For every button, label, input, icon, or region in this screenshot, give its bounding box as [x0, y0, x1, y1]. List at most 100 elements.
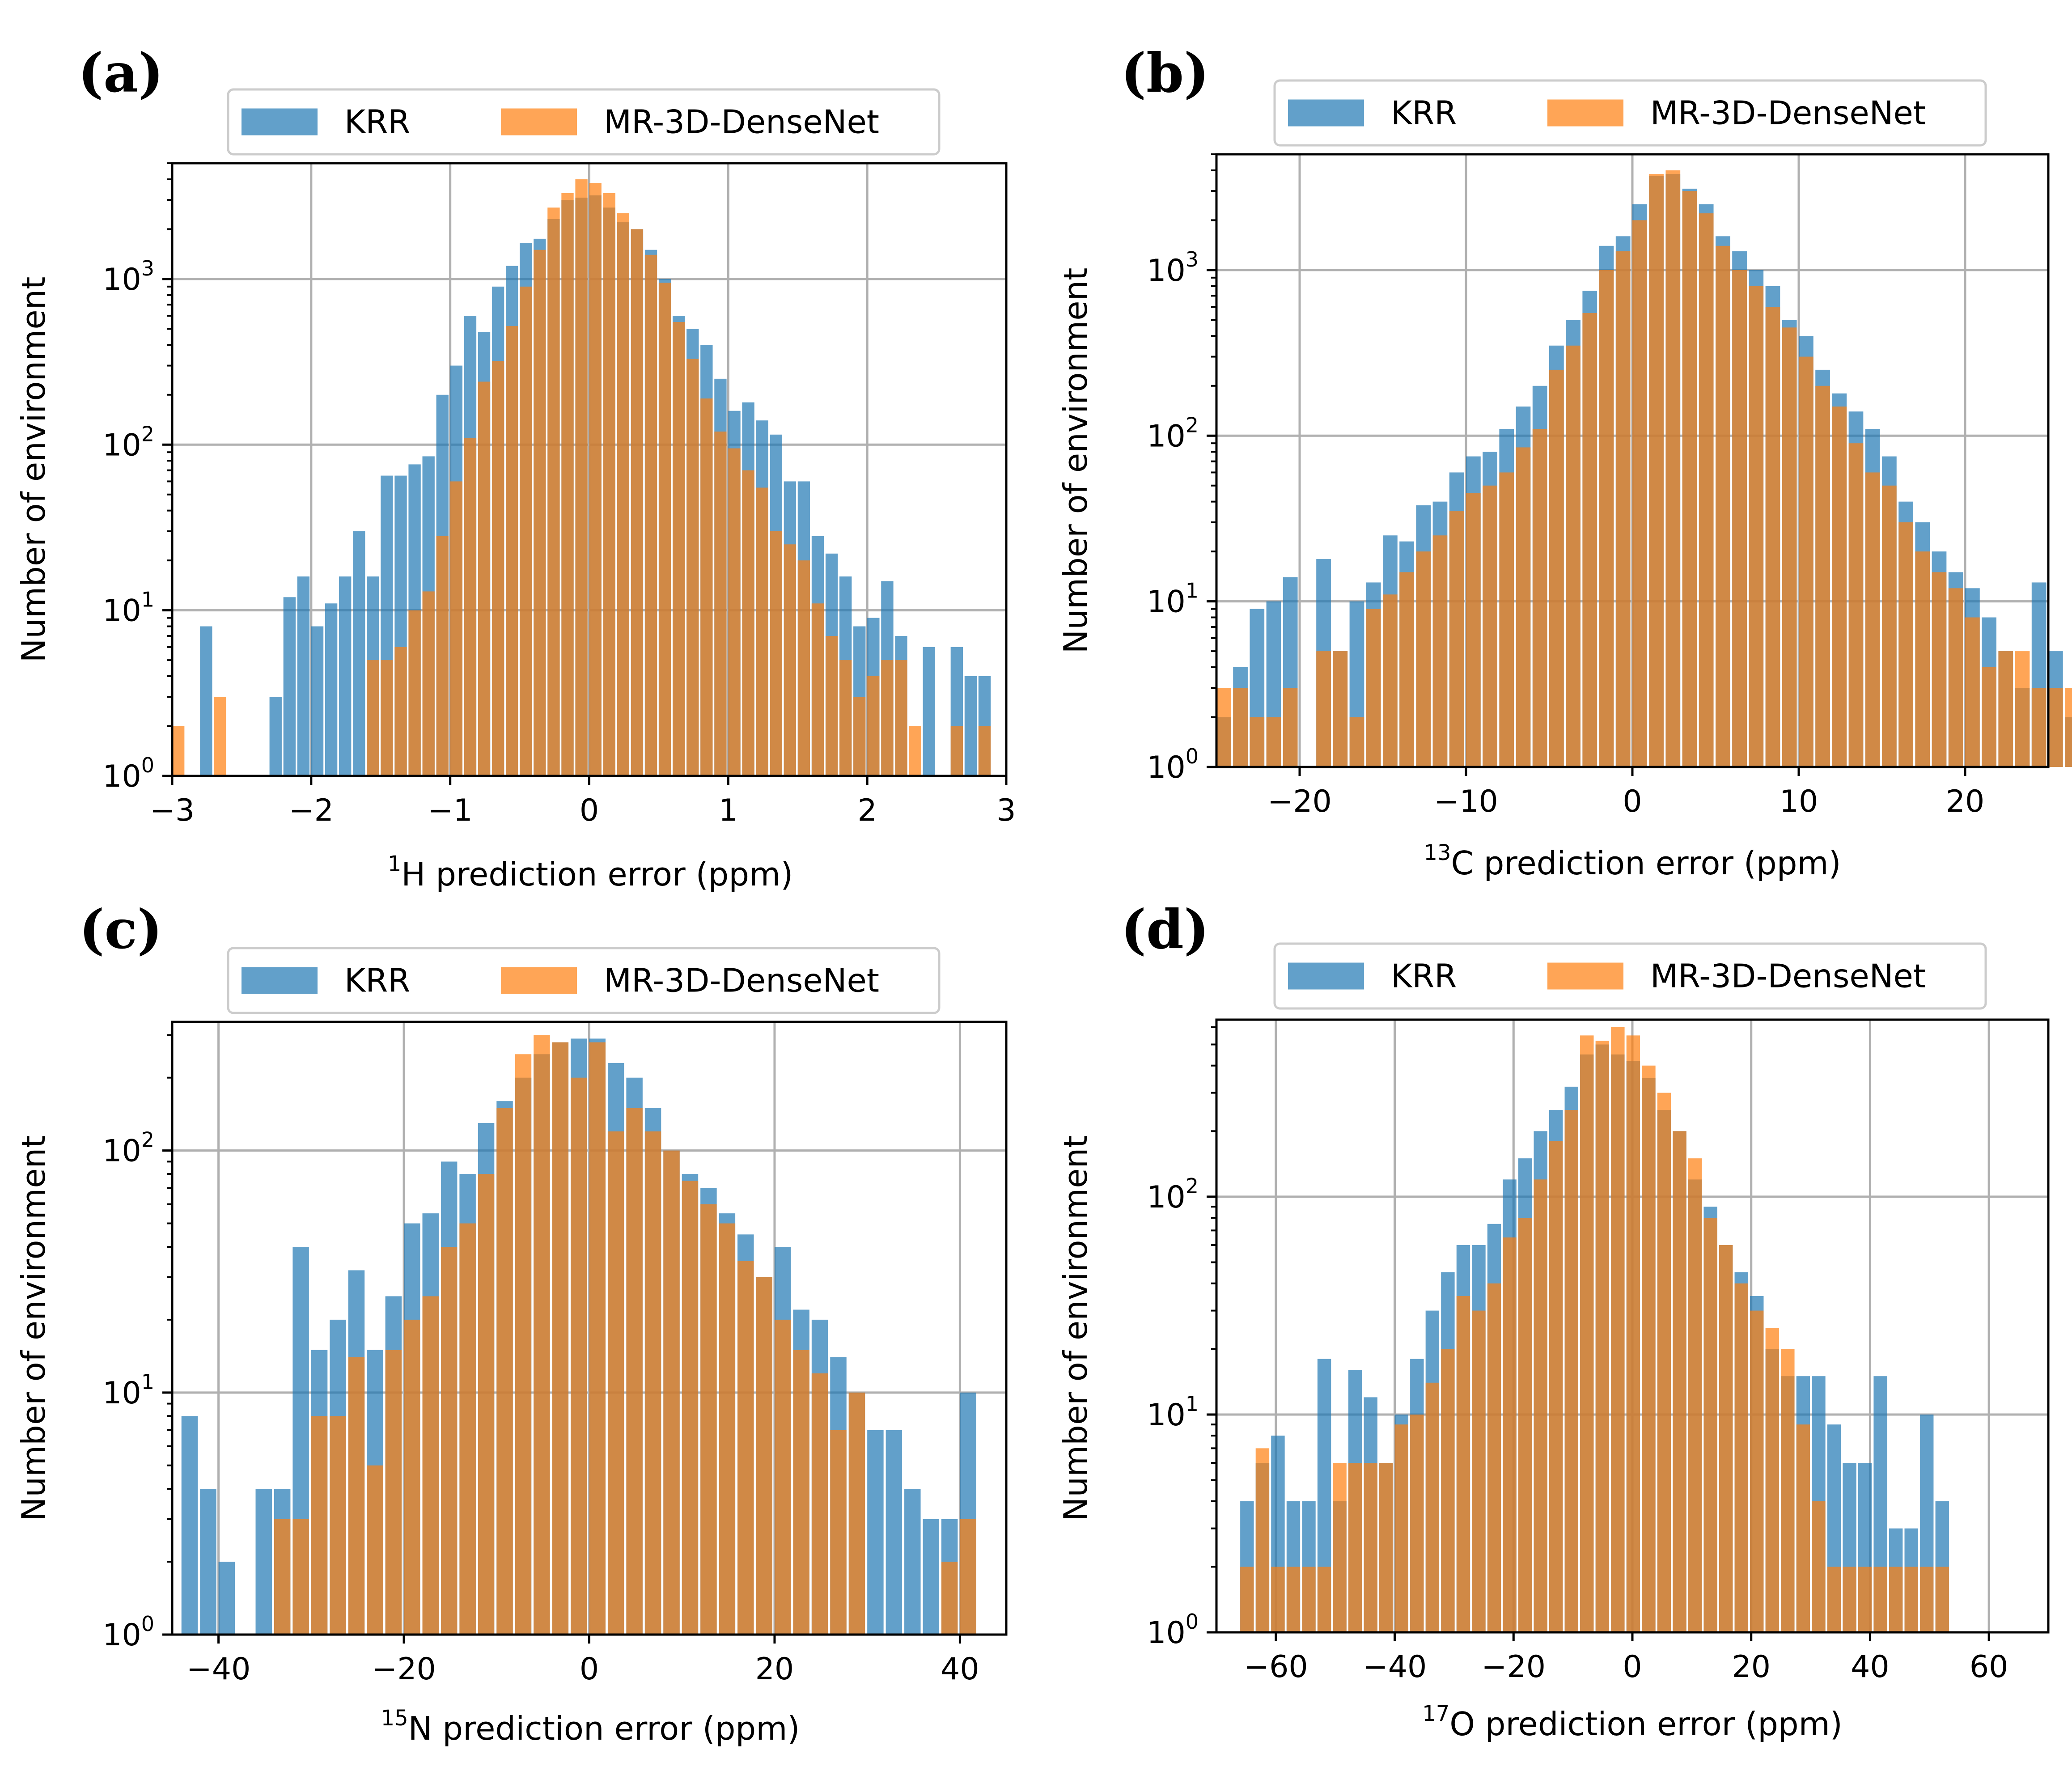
- bar: [269, 697, 282, 776]
- bar: [2031, 688, 2047, 767]
- bar: [1832, 407, 1847, 767]
- bar: [644, 254, 657, 776]
- x-tick-label: 20: [1732, 1649, 1771, 1685]
- bar: [1649, 174, 1664, 767]
- bar: [1750, 1310, 1764, 1632]
- y-tick-label: 102: [1147, 1174, 1199, 1215]
- bar: [1349, 717, 1364, 767]
- legend: KRR MR-3D-DenseNet: [1273, 79, 1987, 147]
- series-mr-3d-densenet: [1240, 1027, 1949, 1632]
- x-tick-label: 2: [858, 793, 877, 828]
- bar: [626, 1108, 643, 1635]
- bar: [1703, 1218, 1717, 1632]
- bar: [1599, 270, 1614, 767]
- bar: [1948, 588, 1963, 767]
- legend-label-krr: KRR: [344, 103, 410, 141]
- legend: KRR MR-3D-DenseNet: [227, 88, 941, 156]
- bar: [1549, 1141, 1563, 1632]
- bar: [1483, 485, 1497, 767]
- bar: [895, 660, 907, 776]
- bar: [617, 213, 630, 776]
- x-tick-label: 40: [941, 1652, 979, 1687]
- y-tick-label: 101: [1147, 1392, 1199, 1433]
- bar: [367, 1465, 383, 1635]
- bar: [941, 1562, 958, 1635]
- y-tick-label: 100: [102, 1612, 154, 1653]
- bar: [1271, 1567, 1285, 1632]
- bar: [1379, 1463, 1393, 1632]
- bar: [575, 179, 588, 776]
- bar: [1534, 1179, 1547, 1632]
- bar: [1316, 651, 1331, 767]
- bar: [1503, 1237, 1517, 1632]
- x-tick-label: 1: [719, 793, 738, 828]
- x-axis-label: 1H prediction error (ppm): [388, 851, 793, 893]
- bar: [1250, 717, 1265, 767]
- bar: [1732, 270, 1747, 767]
- bar: [1425, 1382, 1440, 1632]
- bar: [339, 576, 352, 776]
- bar: [811, 603, 824, 776]
- x-tick-label: −20: [1267, 784, 1332, 819]
- bar: [923, 1519, 939, 1635]
- bar: [1615, 251, 1631, 767]
- bar: [797, 560, 810, 776]
- bar: [1699, 213, 1714, 767]
- bar: [848, 1392, 865, 1635]
- x-tick-label: −1: [428, 793, 473, 828]
- bar: [1532, 428, 1547, 767]
- bar: [825, 635, 838, 776]
- bar: [881, 660, 894, 776]
- bar: [1580, 1035, 1594, 1632]
- bar: [960, 1519, 976, 1635]
- bar: [311, 626, 324, 776]
- bar: [1982, 667, 1996, 767]
- legend-swatch-densenet: [501, 967, 577, 994]
- y-axis-label: Number of environment: [1057, 1135, 1094, 1521]
- bar: [459, 1223, 476, 1635]
- bar: [218, 1562, 235, 1635]
- bar: [1812, 1501, 1826, 1632]
- bar: [1920, 1567, 1934, 1632]
- bar: [367, 660, 379, 776]
- y-tick-label: 101: [1147, 579, 1199, 620]
- bar: [353, 531, 365, 776]
- legend-swatch-densenet: [1547, 99, 1623, 127]
- bar: [589, 183, 602, 776]
- y-axis-label: Number of environment: [1057, 268, 1094, 654]
- bar: [492, 361, 504, 776]
- bar: [839, 660, 852, 776]
- bar: [534, 1035, 550, 1635]
- bar: [1719, 1245, 1733, 1632]
- y-tick-label: 102: [1147, 413, 1199, 454]
- bar: [441, 1246, 458, 1635]
- bar: [422, 1296, 439, 1635]
- series-mr-3d-densenet: [172, 179, 991, 776]
- bar: [1518, 1218, 1532, 1632]
- bar: [756, 1277, 772, 1635]
- bar: [552, 1042, 569, 1635]
- bar: [1765, 1328, 1779, 1632]
- bar: [1665, 170, 1681, 767]
- bar: [394, 647, 407, 776]
- bar: [1283, 688, 1298, 767]
- bar: [1716, 246, 1730, 767]
- bar: [547, 208, 560, 776]
- legend-label-krr: KRR: [344, 962, 410, 1000]
- bar: [1472, 1310, 1486, 1632]
- bar: [1383, 594, 1398, 767]
- bar: [737, 1261, 754, 1635]
- legend-swatch-krr: [242, 108, 318, 136]
- bar: [200, 626, 212, 776]
- bar: [1889, 1567, 1903, 1632]
- y-tick-label: 101: [102, 1370, 154, 1411]
- x-tick-label: 0: [580, 1652, 599, 1687]
- bar: [756, 487, 768, 776]
- bar: [534, 250, 546, 776]
- bar: [663, 1150, 680, 1635]
- bar: [1796, 1424, 1810, 1632]
- bar: [886, 1430, 903, 1635]
- bar: [867, 1430, 884, 1635]
- bar: [1873, 1567, 1887, 1632]
- bar: [330, 1416, 346, 1635]
